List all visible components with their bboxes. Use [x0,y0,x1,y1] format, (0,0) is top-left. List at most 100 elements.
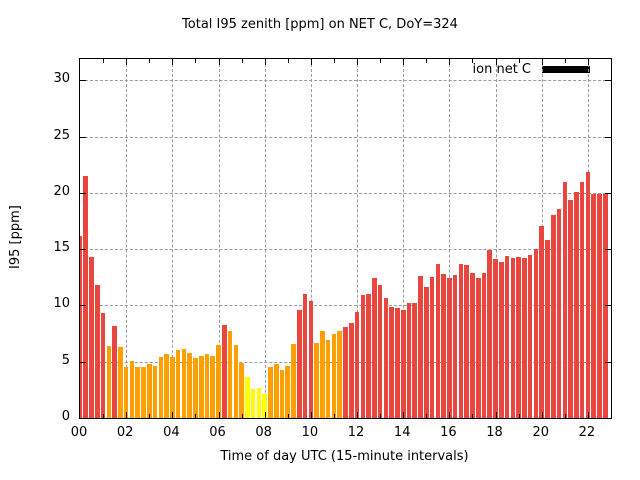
tick-x-bottom-minor-1 [103,414,105,418]
gridline-y-30 [80,80,611,82]
gridline-y-15 [80,249,611,251]
bar-08:30 [273,363,279,418]
bar-11:15 [337,331,343,418]
bar-13:45 [395,307,400,418]
bar-21:45 [579,181,585,418]
bar-09:30 [297,309,302,418]
bar-11:00 [331,333,337,418]
y-tick-label-0: 0 [61,409,70,424]
tick-x-bottom-minor-9 [287,414,289,418]
bar-21:15 [568,199,573,418]
bar-17:30 [481,272,487,418]
bar-05:15 [198,356,204,418]
bar-18:45 [510,258,516,418]
bar-03:15 [152,366,158,418]
y-tick-label-25: 25 [53,127,70,143]
bar-15:30 [435,263,441,418]
x-tick-label-18: 18 [486,425,503,440]
x-tick-label-10: 10 [301,425,319,440]
x-tick-label-14: 14 [393,425,411,440]
bar-04:30 [181,349,187,418]
legend: ion net C [473,62,590,77]
tick-x-top-6 [218,59,220,65]
plot-area: ion net C [79,58,612,419]
tick-x-top-14 [403,59,405,65]
bar-12:00 [354,312,360,418]
bar-12:15 [360,295,366,418]
bar-20:00 [539,225,545,418]
tick-x-top-minor-19 [518,59,520,63]
bar-18:00 [493,259,498,418]
bar-19:30 [527,254,533,418]
tick-y-left-30 [80,80,86,82]
bar-11:45 [348,323,354,418]
bar-06:15 [221,324,227,418]
tick-y-right-20 [605,192,611,194]
bar-21:00 [562,181,568,418]
tick-x-top-18 [495,59,497,65]
tick-x-bottom-6 [218,412,220,418]
tick-x-top-minor-7 [241,59,243,63]
bar-04:45 [187,352,192,418]
y-tick-label-30: 30 [53,71,70,87]
bar-09:00 [285,366,291,418]
tick-y-left-15 [80,249,86,251]
tick-y-left-20 [80,192,86,194]
bar-00:45 [95,285,100,418]
bar-17:15 [475,278,481,418]
tick-x-bottom-8 [264,412,266,418]
tick-y-right-15 [605,249,611,251]
bar-16:15 [452,275,458,418]
x-tick-label-12: 12 [347,425,365,440]
tick-x-bottom-14 [403,412,405,418]
bar-03:30 [158,357,164,418]
gridline-x-14 [403,59,405,418]
gridline-x-16 [449,59,451,418]
tick-x-bottom-10 [310,412,312,418]
bar-03:00 [146,363,152,418]
bar-08:45 [279,369,285,418]
bar-15:00 [424,287,429,418]
bar-17:45 [487,250,493,418]
bar-02:00 [123,367,129,418]
bar-19:45 [533,249,539,418]
tick-x-bottom-minor-7 [241,414,243,418]
tick-y-left-5 [80,361,86,363]
bar-16:45 [464,264,469,418]
y-tick-label-5: 5 [61,352,70,368]
bar-11:30 [343,326,348,418]
y-tick-label-15: 15 [53,240,70,256]
bar-20:30 [550,215,556,418]
tick-x-top-minor-13 [380,59,382,63]
gridline-x-8 [264,59,266,418]
bar-08:00 [262,394,267,418]
tick-y-right-5 [605,361,611,363]
bar-02:15 [129,360,135,418]
tick-y-right-10 [605,305,611,307]
bar-12:30 [366,294,371,418]
tick-x-bottom-4 [172,412,174,418]
bar-22:00 [585,171,591,418]
y-axis-label: I95 [ppm] [8,205,23,270]
tick-x-top-20 [541,59,543,65]
chart-title: Total I95 zenith [ppm] on NET C, DoY=324 [182,17,458,32]
x-tick-label-22: 22 [578,425,596,440]
tick-y-left-10 [80,305,86,307]
tick-x-bottom-minor-5 [195,414,197,418]
bar-07:00 [239,362,244,418]
x-tick-label-16: 16 [440,425,457,440]
bar-18:30 [504,255,510,418]
tick-x-bottom-16 [449,412,451,418]
bar-15:15 [429,277,435,418]
bar-13:15 [383,297,389,418]
legend-swatch [542,66,590,73]
bar-20:15 [545,240,550,418]
bar-09:45 [302,294,308,418]
tick-x-bottom-18 [495,412,497,418]
bar-03:45 [164,353,169,418]
x-tick-label-06: 06 [209,425,226,440]
bar-06:45 [233,344,239,418]
bar-08:15 [268,367,273,418]
gridline-x-2 [126,59,128,418]
bar-14:15 [406,303,412,418]
